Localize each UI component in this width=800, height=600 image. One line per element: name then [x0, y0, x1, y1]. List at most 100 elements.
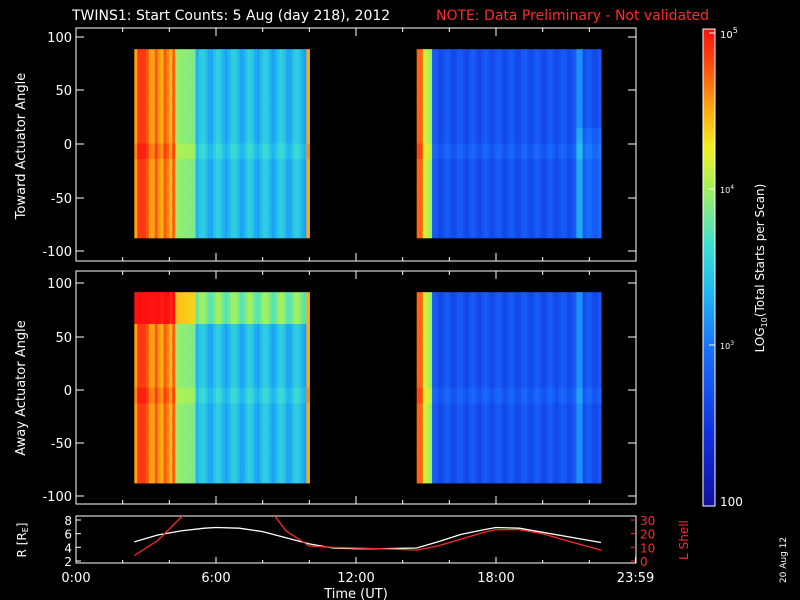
heatmap-cell [181, 221, 185, 239]
heatmap-cell [277, 387, 281, 404]
heatmap-cell [207, 206, 211, 223]
heatmap-cell [154, 221, 159, 239]
heatmap-cell [533, 159, 538, 176]
heatmap-cell [207, 221, 211, 239]
heatmap-cell [224, 466, 229, 484]
heatmap-cell [508, 466, 513, 484]
heatmap-cell [548, 206, 553, 223]
heatmap-cell [172, 451, 176, 468]
heatmap-cell [518, 403, 522, 420]
heatmap-cell [245, 64, 249, 82]
heatmap-cell [594, 112, 599, 129]
heatmap-cell [521, 466, 525, 484]
heatmap-cell [300, 143, 305, 160]
heatmap-cell [271, 49, 275, 66]
heatmap-cell [151, 112, 156, 129]
heatmap-cell [487, 206, 491, 223]
heatmap-cell [218, 80, 223, 97]
heatmap-cell [545, 221, 550, 239]
heatmap-cell [146, 403, 150, 420]
heatmap-cell [306, 143, 310, 160]
heatmap-cell [502, 419, 507, 436]
heatmap-cell [137, 355, 141, 373]
heatmap-cell [268, 127, 273, 145]
heatmap-cell [416, 64, 421, 82]
heatmap-cell [511, 451, 516, 468]
heatmap-cell [303, 292, 308, 309]
heatmap-cell [591, 64, 596, 82]
heatmap-cell [564, 112, 568, 129]
heatmap-cell [183, 127, 188, 145]
heatmap-cell [213, 466, 217, 484]
heatmap-cell [265, 451, 270, 468]
heatmap-cell [154, 64, 159, 82]
heatmap-cell [143, 435, 147, 452]
heatmap-cell [582, 127, 587, 145]
heatmap-cell [297, 435, 302, 452]
heatmap-cell [444, 190, 448, 207]
heatmap-cell [181, 435, 185, 452]
heatmap-cell [545, 112, 550, 129]
heatmap-cell [438, 387, 442, 404]
heatmap-cell [201, 355, 205, 373]
heatmap-cell [154, 206, 159, 223]
heatmap-cell [524, 127, 528, 145]
heatmap-cell [286, 143, 290, 160]
heatmap-cell [591, 96, 596, 113]
heatmap-cell [542, 292, 547, 309]
heatmap-cell [172, 112, 176, 129]
heatmap-cell [582, 221, 587, 239]
heatmap-cell [259, 323, 264, 341]
heatmap-cell [576, 112, 581, 129]
heatmap-cell [163, 435, 168, 452]
heatmap-cell [441, 64, 445, 82]
heatmap-cell [564, 292, 568, 309]
heatmap-cell [163, 80, 168, 97]
heatmap-cell [459, 143, 464, 160]
heatmap-cell [256, 292, 261, 309]
heatmap-cell [271, 419, 275, 436]
heatmap-cell [490, 159, 495, 176]
heatmap-cell [425, 96, 430, 113]
heatmap-cell [481, 143, 485, 160]
heatmap-cell [242, 159, 246, 176]
heatmap-cell [561, 190, 565, 207]
heatmap-cell [181, 206, 185, 223]
heatmap-cell [585, 323, 590, 341]
heatmap-cell [576, 466, 581, 484]
heatmap-cell [511, 323, 516, 341]
heatmap-cell [236, 80, 240, 97]
heatmap-cell [496, 174, 501, 192]
heatmap-cell [548, 451, 553, 468]
heatmap-cell [484, 419, 488, 436]
heatmap-cell [297, 80, 302, 97]
heatmap-cell [481, 466, 485, 484]
heatmap-cell [195, 49, 200, 66]
heatmap-cell [175, 339, 179, 357]
heatmap-cell [582, 323, 587, 341]
heatmap-cell [508, 371, 513, 389]
heatmap-cell [524, 323, 528, 341]
heatmap-cell [428, 292, 433, 309]
heatmap-cell [303, 323, 308, 341]
heatmap-cell [502, 206, 507, 223]
heatmap-cell [478, 451, 482, 468]
heatmap-cell [294, 96, 299, 113]
heatmap-cell [291, 206, 296, 223]
heatmap-cell [271, 371, 275, 389]
heatmap-cell [204, 308, 208, 325]
heatmap-cell [533, 419, 538, 436]
heatmap-cell [496, 466, 501, 484]
heatmap-cell [475, 112, 479, 129]
heatmap-cell [521, 371, 525, 389]
heatmap-cell [542, 403, 547, 420]
heatmap-cell [557, 466, 562, 484]
heatmap-cell [268, 96, 273, 113]
heatmap-cell [175, 143, 179, 160]
heatmap-cell [416, 387, 421, 404]
heatmap-cell [459, 323, 464, 341]
heatmap-cell [533, 221, 538, 239]
heatmap-cell [530, 80, 535, 97]
panel-away-heatmap [134, 292, 602, 484]
heatmap-cell [271, 159, 275, 176]
